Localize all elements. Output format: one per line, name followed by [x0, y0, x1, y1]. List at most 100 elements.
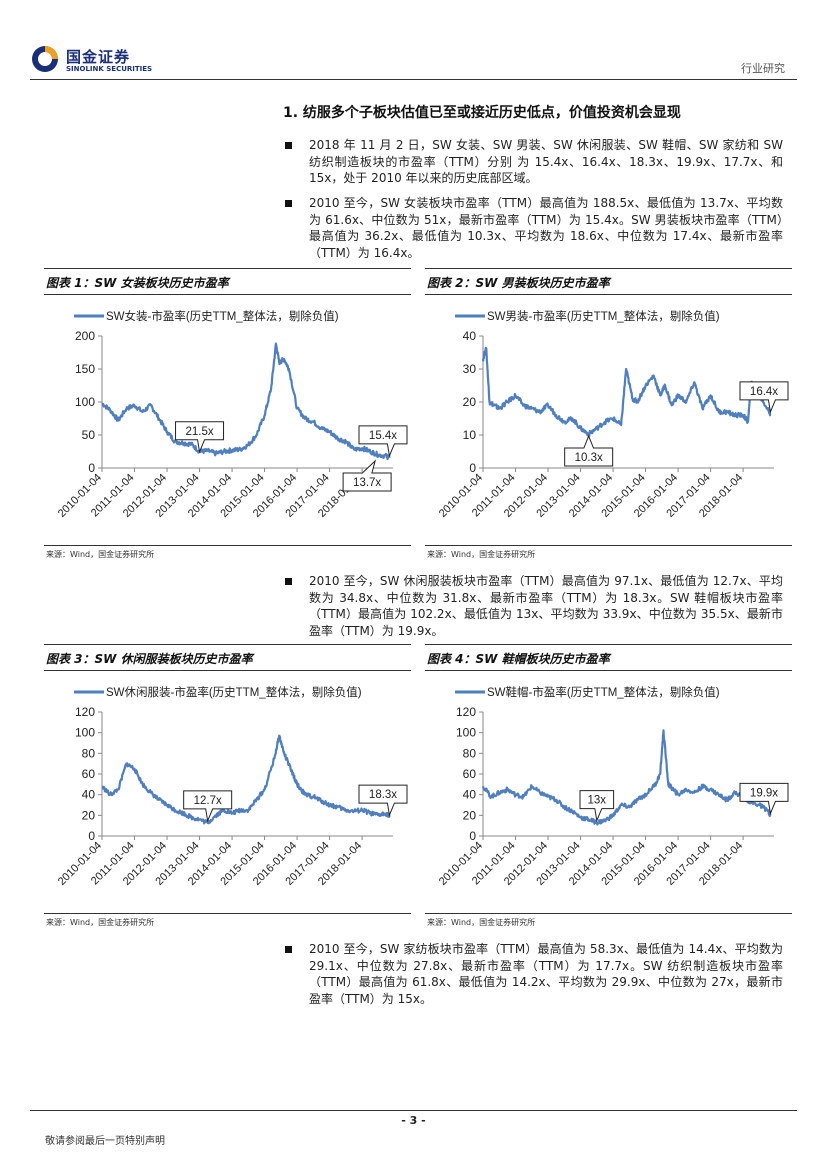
figure-top-rule	[44, 268, 411, 269]
y-tick-label: 150	[75, 362, 95, 376]
section-title: 1. 纺服多个子板块估值已至或接近历史低点，价值投资机会显现	[283, 105, 681, 121]
callout-label: 19.9x	[750, 787, 778, 799]
y-tick-label: 20	[82, 808, 96, 822]
y-tick-label: 80	[82, 746, 96, 760]
series-line	[101, 342, 391, 461]
chart-legend: SW休闲服装-市盈率(历史TTM_整体法，剔除负值)	[74, 685, 362, 699]
figure-4-source: 来源：Wind，国金证券研究所	[427, 918, 536, 927]
figure-3-source: 来源：Wind，国金证券研究所	[46, 918, 155, 927]
y-tick-label: 100	[75, 395, 95, 409]
y-tick-label: 40	[463, 788, 477, 802]
callout-label: 13x	[588, 795, 607, 807]
figure-1-source: 来源：Wind，国金证券研究所	[46, 550, 155, 559]
figure-2-caption: 图表 2：SW 男装板块历史市盈率	[427, 276, 610, 290]
y-tick-label: 40	[82, 788, 96, 802]
y-tick-label: 10	[463, 428, 477, 442]
data-callout: 15.4x	[358, 425, 408, 458]
figure-2-source: 来源：Wind，国金证券研究所	[427, 550, 536, 559]
bullet-text: 2010 至今，SW 休闲服装板块市盈率（TTM）最高值为 97.1x、最低值为…	[309, 574, 783, 638]
y-tick-label: 40	[463, 329, 477, 343]
figure-1-caption: 图表 1：SW 女装板块历史市盈率	[46, 276, 229, 290]
bullet-paragraph: 2018 年 11 月 2 日，SW 女装、SW 男装、SW 休闲服装、SW 鞋…	[283, 137, 783, 187]
header-divider	[30, 79, 797, 80]
chart-legend: SW男装-市盈率(历史TTM_整体法，剔除负值)	[455, 309, 720, 323]
logo-text-en: SINOLINK SECURITIES	[66, 65, 153, 73]
series-line	[481, 346, 772, 437]
data-callout: 16.4x	[739, 381, 789, 414]
disclaimer-note: 敬请参阅最后一页特别声明	[45, 1136, 165, 1147]
company-logo: 国金证券 SINOLINK SECURITIES	[30, 44, 180, 80]
callout-label: 10.3x	[575, 452, 603, 464]
figure-bottom-rule	[44, 545, 411, 546]
bullet-text: 2010 至今，SW 家纺板块市盈率（TTM）最高值为 58.3x、最低值为 1…	[309, 942, 783, 1006]
figure-caption-rule	[425, 294, 792, 295]
figure-3-caption: 图表 3：SW 休闲服装板块历史市盈率	[46, 652, 253, 666]
bullet-square-icon	[285, 578, 292, 585]
y-tick-label: 30	[463, 362, 477, 376]
y-tick-label: 20	[463, 808, 477, 822]
bullet-paragraph: 2010 至今，SW 家纺板块市盈率（TTM）最高值为 58.3x、最低值为 1…	[283, 941, 783, 1007]
logo-mark-icon	[32, 46, 58, 72]
chart-casual-apparel-pe: SW休闲服装-市盈率(历史TTM_整体法，剔除负值) 0 20 40 60 80 100 12…	[56, 685, 408, 888]
data-callout: 12.7x	[183, 790, 233, 823]
chart-men-apparel-pe: SW男装-市盈率(历史TTM_整体法，剔除负值)0102030402010-01…	[437, 309, 789, 520]
y-tick-label: 80	[463, 746, 477, 760]
figure-bottom-rule	[425, 913, 792, 914]
figure-top-rule	[425, 644, 792, 645]
legend-label: SW鞋帽-市盈率(历史TTM_整体法，剔除负值)	[487, 685, 720, 699]
data-callout: 18.3x	[358, 784, 408, 817]
y-tick-label: 0	[469, 829, 476, 843]
chart-legend: SW鞋帽-市盈率(历史TTM_整体法，剔除负值)	[455, 685, 720, 699]
footer-divider	[30, 1110, 797, 1111]
chart-women-apparel-pe: SW女装-市盈率(历史TTM_整体法，剔除负值)0501001502002010…	[56, 309, 408, 520]
callout-label: 18.3x	[369, 789, 397, 801]
callout-label: 21.5x	[185, 426, 213, 438]
y-tick-label: 60	[82, 767, 96, 781]
data-callout: 19.9x	[739, 782, 789, 816]
figure-top-rule	[44, 644, 411, 645]
data-callout: 13.7x	[342, 459, 392, 492]
bullet-square-icon	[285, 142, 292, 149]
y-tick-label: 20	[463, 395, 477, 409]
legend-label: SW男装-市盈率(历史TTM_整体法，剔除负值)	[487, 309, 720, 323]
data-callout: 21.5x	[175, 421, 225, 454]
bullet-square-icon	[285, 200, 292, 207]
data-callout: 10.3x	[564, 434, 614, 467]
y-tick-label: 120	[75, 705, 95, 719]
callout-label: 15.4x	[369, 430, 397, 442]
callout-label: 16.4x	[750, 386, 778, 398]
series-line	[481, 729, 772, 826]
figure-caption-rule	[44, 294, 411, 295]
bullet-paragraph: 2010 至今，SW 女装板块市盈率（TTM）最高值为 188.5x、最低值为 …	[283, 195, 783, 261]
figure-4-caption: 图表 4：SW 鞋帽板块历史市盈率	[427, 652, 610, 666]
figure-caption-rule	[425, 670, 792, 671]
legend-label: SW女装-市盈率(历史TTM_整体法，剔除负值)	[106, 309, 339, 323]
document-type: 行业研究	[741, 62, 785, 75]
bullet-text: 2018 年 11 月 2 日，SW 女装、SW 男装、SW 休闲服装、SW 鞋…	[309, 138, 783, 185]
figure-caption-rule	[44, 670, 411, 671]
figure-top-rule	[425, 268, 792, 269]
chart-legend: SW女装-市盈率(历史TTM_整体法，剔除负值)	[74, 309, 339, 323]
bullet-text: 2010 至今，SW 女装板块市盈率（TTM）最高值为 188.5x、最低值为 …	[309, 196, 783, 260]
y-tick-label: 100	[456, 726, 476, 740]
bullet-paragraph: 2010 至今，SW 休闲服装板块市盈率（TTM）最高值为 97.1x、最低值为…	[283, 573, 783, 639]
page-number: - 3 -	[401, 1114, 426, 1127]
callout-label: 12.7x	[194, 795, 222, 807]
y-tick-label: 120	[456, 705, 476, 719]
legend-label: SW休闲服装-市盈率(历史TTM_整体法，剔除负值)	[106, 685, 362, 699]
data-callout: 13x	[579, 790, 615, 823]
callout-label: 13.7x	[353, 477, 381, 489]
y-tick-label: 0	[88, 461, 95, 475]
y-tick-label: 60	[463, 767, 477, 781]
y-tick-label: 50	[82, 428, 96, 442]
chart-footwear-pe: SW鞋帽-市盈率(历史TTM_整体法，剔除负值)0204060801001202…	[437, 685, 789, 888]
y-tick-label: 200	[75, 329, 95, 343]
figure-bottom-rule	[44, 913, 411, 914]
y-tick-label: 0	[469, 461, 476, 475]
figure-bottom-rule	[425, 545, 792, 546]
y-tick-label: 100	[75, 726, 95, 740]
bullet-square-icon	[285, 946, 292, 953]
logo-text-cn: 国金证券	[66, 48, 131, 66]
series-line	[101, 734, 391, 825]
y-tick-label: 0	[88, 829, 95, 843]
